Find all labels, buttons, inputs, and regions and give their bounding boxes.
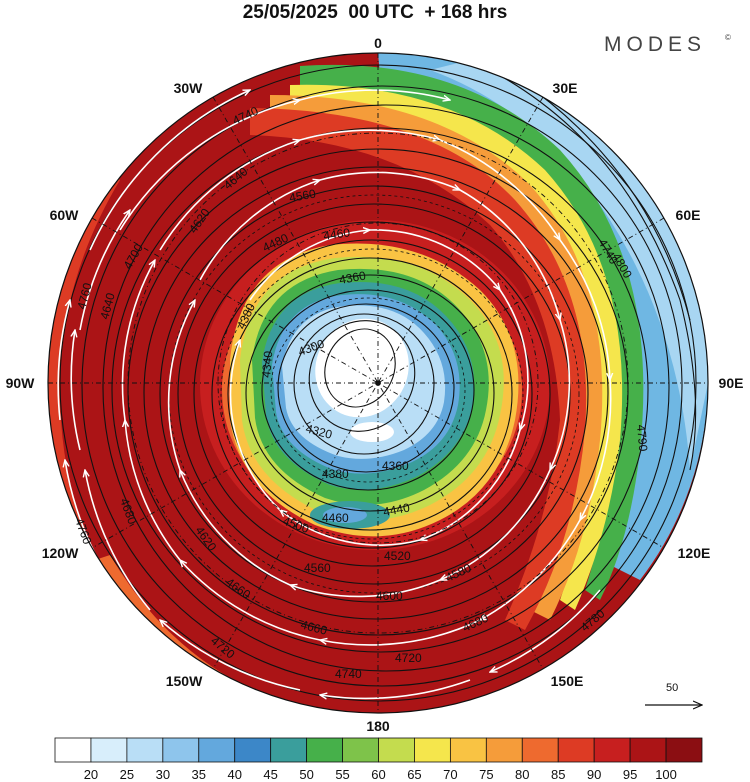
south-blue-patch-inner <box>323 507 367 523</box>
colorbar-tick-label: 100 <box>655 767 677 782</box>
contour-label: 4640 <box>97 291 118 321</box>
colorbar-tick-label: 65 <box>407 767 422 782</box>
colorbar-swatch <box>90 737 128 763</box>
colorbar-tick-label: 70 <box>443 767 458 782</box>
longitude-label-120w: 120W <box>41 545 79 561</box>
north-pole-marker <box>375 380 381 386</box>
longitude-label-30e: 30E <box>552 80 578 96</box>
longitude-label-180: 180 <box>366 718 390 734</box>
contour-label: 4460 <box>322 511 349 525</box>
core-white <box>315 318 409 418</box>
colorbar-swatch <box>557 737 595 763</box>
colorbar-swatch <box>162 737 200 763</box>
map-border <box>47 52 709 714</box>
wind-reference-label: 50 <box>666 682 679 694</box>
contour-label: 4360 <box>382 459 409 473</box>
contour-label: 4520 <box>384 549 411 563</box>
longitude-label-60e: 60E <box>675 207 701 223</box>
colorbar-tick-label: 85 <box>550 767 566 782</box>
colorbar-tick-label: 60 <box>371 767 386 782</box>
south-edge-orange <box>95 555 330 712</box>
colorbar-swatch <box>593 737 631 763</box>
colorbar-swatch <box>234 737 272 763</box>
colorbar-swatch <box>198 737 236 763</box>
colorbar-swatch <box>342 737 379 763</box>
colorbar <box>54 737 703 763</box>
longitude-label-60w: 60W <box>49 207 79 223</box>
colorbar-swatch <box>665 737 703 763</box>
colorbar-swatch <box>126 737 164 763</box>
colorbar-tick-label: 25 <box>119 767 135 782</box>
colorbar-swatch <box>378 737 415 763</box>
contour-label: 4560 <box>288 186 317 204</box>
graticule <box>48 53 708 713</box>
outer-yellow-band <box>290 84 623 611</box>
colorbar-tick-label: 75 <box>479 767 494 782</box>
longitude-label-120e: 120E <box>677 545 711 561</box>
contour-label: 4380 <box>322 467 349 481</box>
colorbar-tick-label: 35 <box>191 767 206 782</box>
contour-label: 4320 <box>304 421 334 442</box>
colorbar-tick-label: 40 <box>227 767 242 782</box>
colorbar-swatch <box>54 737 92 763</box>
colorbar-tick-label: 50 <box>299 767 314 782</box>
brand-logo-text: MODES <box>604 33 707 56</box>
colorbar-swatch <box>414 737 451 763</box>
contour-label: 4660 <box>299 617 329 638</box>
contour-label: 4340 <box>259 350 275 378</box>
longitude-label-90w: 90W <box>5 375 35 391</box>
contour-label: 4440 <box>382 500 411 518</box>
contour-label: 4760 <box>74 281 95 311</box>
colorbar-swatch <box>449 737 487 763</box>
colorbar-swatch <box>485 737 523 763</box>
longitude-label-150w: 150W <box>165 673 203 689</box>
contour-label: 4360 <box>338 268 367 286</box>
colorbar-tick-label: 20 <box>83 767 99 782</box>
chart-title: 25/05/2025 00 UTC + 168 hrs <box>242 2 508 23</box>
longitude-label-30w: 30W <box>173 80 203 96</box>
colorbar-swatch <box>629 737 667 763</box>
contour-label: 4790 <box>634 424 650 452</box>
colorbar-tick-label: 80 <box>515 767 530 782</box>
contour-label: 4560 <box>304 561 331 575</box>
copyright-mark: © <box>725 33 731 42</box>
longitude-label-150e: 150E <box>550 673 584 689</box>
colorbar-swatch <box>521 737 559 763</box>
outer-red-band <box>250 108 587 630</box>
dashed-contours <box>168 194 580 594</box>
colorbar-swatch <box>306 737 343 763</box>
colorbar-tick-label: 55 <box>335 767 350 782</box>
colorbar-tick-label: 30 <box>155 767 171 782</box>
core-white-south <box>350 422 394 442</box>
contour-label: 4460 <box>322 225 351 243</box>
colorbar-swatch <box>270 737 308 763</box>
colorbar-tick-label: 95 <box>622 767 638 782</box>
contour-label: 4720 <box>395 651 422 665</box>
contour-label: 4740 <box>335 667 362 681</box>
contour-label: 4600 <box>376 589 403 603</box>
outer-lightblue-sector <box>430 60 708 470</box>
longitude-label-90e: 90E <box>718 375 744 391</box>
longitude-label-0: 0 <box>374 35 382 51</box>
colorbar-tick-label: 45 <box>263 767 278 782</box>
colorbar-tick-label: 90 <box>586 767 602 782</box>
